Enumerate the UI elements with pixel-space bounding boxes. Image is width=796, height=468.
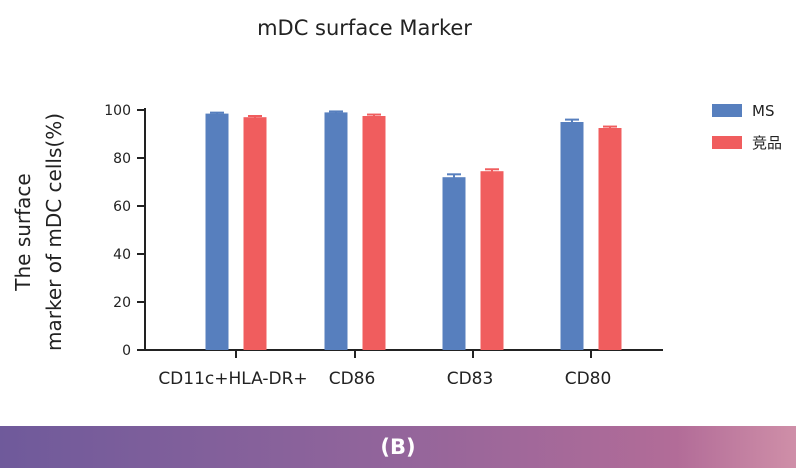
bar [598,128,622,350]
bar [205,113,229,350]
bar [362,116,386,350]
y-tick-label: 20 [113,295,131,311]
chart: mDC surface Marker 0 20 40 60 80 100 CD11c+HLA… [11,16,782,389]
x-tick-label: CD11c+HLA-DR+ [158,369,307,389]
x-tick-label: CD83 [447,369,494,389]
legend-label: 竞品 [752,134,782,152]
bar [480,171,504,350]
y-tick-label: 0 [122,343,131,359]
x-tick-label: CD80 [565,369,612,389]
chart-canvas: 0 20 40 60 80 100 CD11c+HLA-DR+ CD86 CD83 CD80 The… [11,102,782,389]
y-tick-label: 80 [113,151,131,167]
y-tick-label: 100 [104,103,131,119]
y-tick-label: 40 [113,247,131,263]
bar [324,112,348,351]
x-tick-label: CD86 [329,369,376,389]
y-axis-label: The surface marker of mDC cells(%) [11,113,66,351]
chart-title: mDC surface Marker [257,16,472,40]
y-tick-label: 60 [113,199,131,215]
footer-banner: (B) [0,426,796,468]
legend-swatch [712,104,742,117]
legend-swatch [712,136,742,149]
bar [442,177,466,350]
legend-label: MS [752,102,774,120]
bar [243,117,267,350]
bar [560,122,584,350]
figure-label: (B) [380,435,416,459]
